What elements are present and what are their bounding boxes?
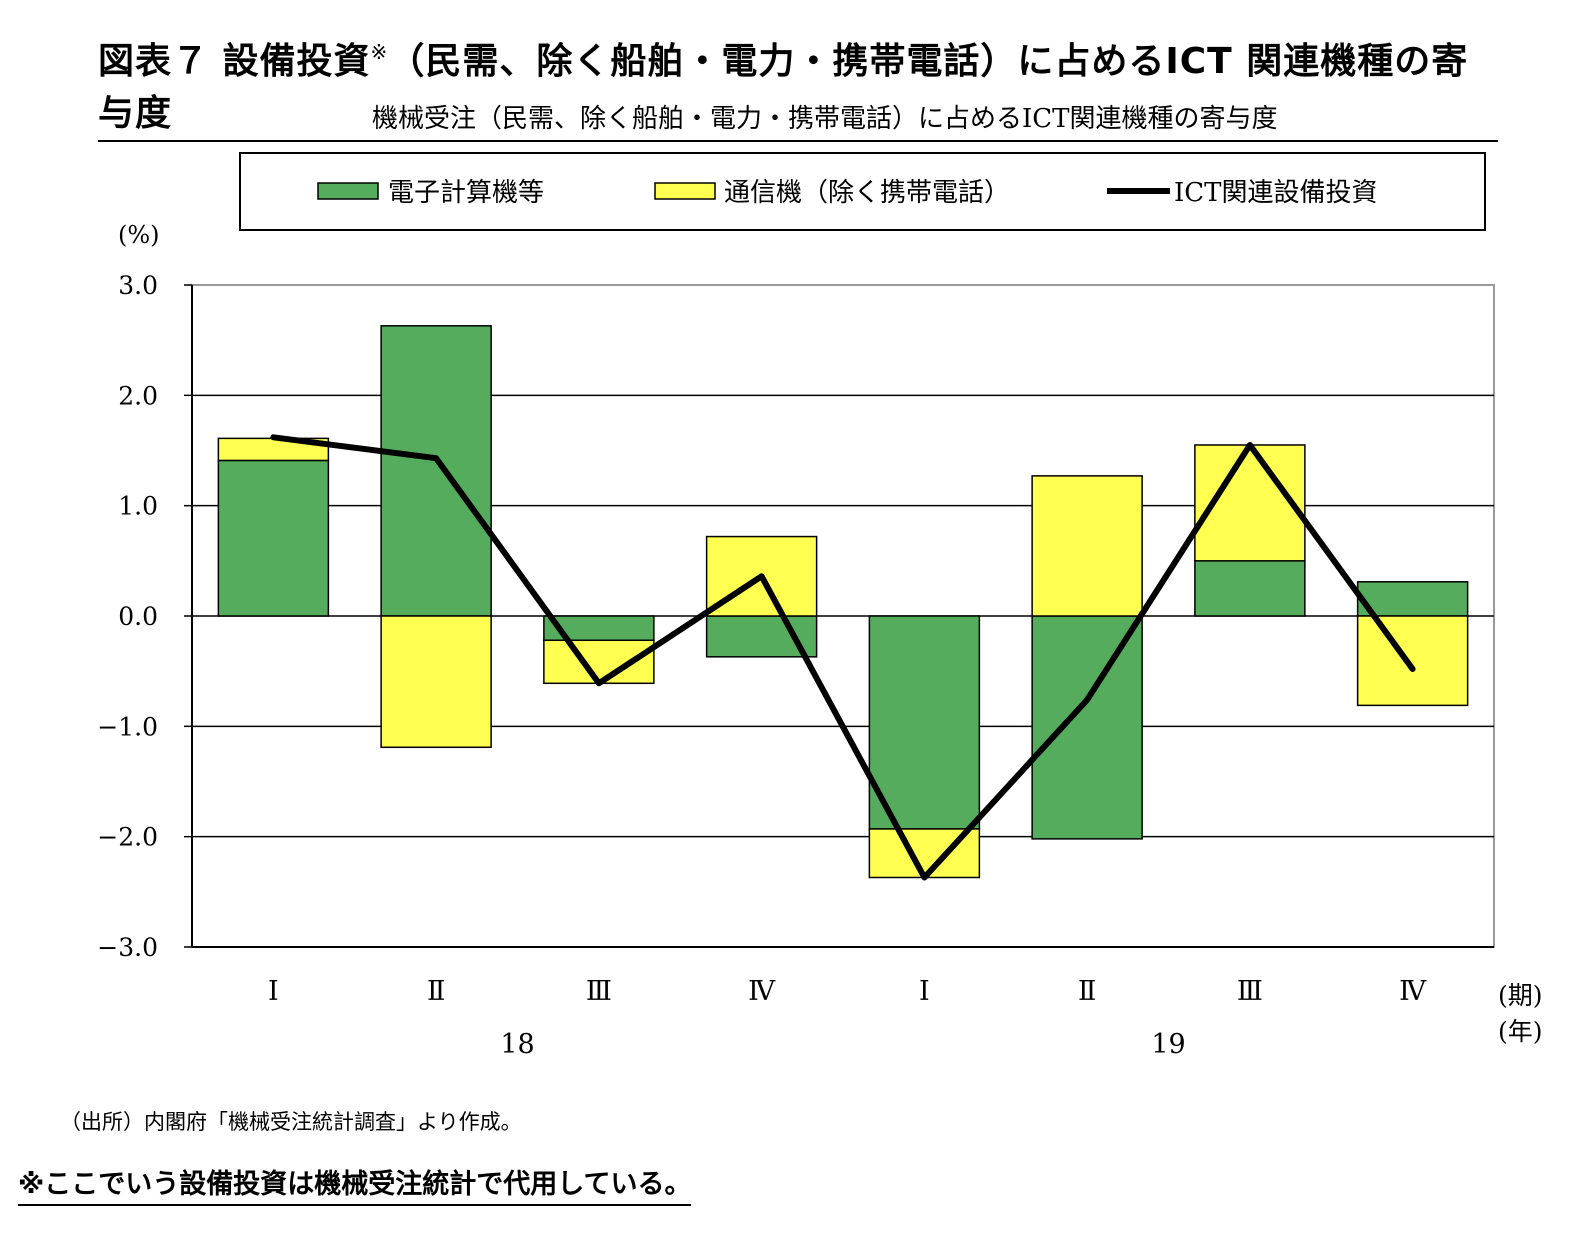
source-note: （出所）内閣府「機械受注統計調査」より作成。 xyxy=(60,1110,522,1134)
bar-telecom xyxy=(543,639,655,685)
bar-computers xyxy=(868,615,981,830)
x-tick-label: Ⅰ xyxy=(919,976,930,1007)
x-axis-period-label: (期) xyxy=(1498,981,1543,1010)
legend-box xyxy=(239,152,1486,231)
bar-telecom xyxy=(1031,475,1143,617)
bar-computers xyxy=(1356,581,1469,617)
x-tick-label: Ⅳ xyxy=(1399,976,1427,1007)
x-axis-year-label: (年) xyxy=(1498,1017,1543,1046)
x-tick-label: Ⅱ xyxy=(1078,976,1096,1007)
bar-computers xyxy=(1194,560,1306,617)
x-tick-label: Ⅱ xyxy=(427,976,445,1007)
line-ict xyxy=(270,434,1416,881)
bar-telecom xyxy=(380,615,492,749)
legend-label-telecom: 通信機（除く携帯電話） xyxy=(724,178,1010,208)
page-title: 図表７ 設備投資※（民需、除く船舶・電力・携帯電話）に占めるICT 関連機種の寄… xyxy=(98,32,1498,142)
y-tick-label: −3.0 xyxy=(97,933,158,962)
footnote: ※ここでいう設備投資は機械受注統計で代用している。 xyxy=(18,1162,692,1206)
title-wrap: 図表７ 設備投資※（民需、除く船舶・電力・携帯電話）に占めるICT 関連機種の寄… xyxy=(98,32,1498,142)
title-main: 図表７ 設備投資 xyxy=(98,41,371,82)
year-label: 18 xyxy=(500,1029,534,1060)
title-rest: （民需、除く船舶・電力・携帯電話）に占めるICT 関連機種の寄与度 xyxy=(98,41,1469,134)
legend-swatch-telecom xyxy=(654,182,716,200)
x-tick-label: Ⅲ xyxy=(1237,976,1263,1007)
y-tick-label: 2.0 xyxy=(118,381,158,410)
legend-label-ict: ICT関連設備投資 xyxy=(1174,178,1378,208)
bar-telecom xyxy=(1356,615,1469,707)
x-tick-label: Ⅳ xyxy=(748,976,776,1007)
title-mark: ※ xyxy=(370,40,389,64)
y-tick-label: 1.0 xyxy=(118,492,158,521)
legend-swatch-computers xyxy=(317,182,379,200)
legend: 電子計算機等 通信機（除く携帯電話） ICT関連設備投資 xyxy=(239,152,1486,231)
legend-label-computers: 電子計算機等 xyxy=(388,178,544,208)
y-tick-label: 0.0 xyxy=(118,602,158,631)
x-tick-label: Ⅰ xyxy=(268,976,279,1007)
year-label: 19 xyxy=(1151,1029,1185,1060)
y-tick-label: 3.0 xyxy=(118,271,158,300)
bar-computers xyxy=(217,459,330,617)
chart-subtitle: 機械受注（民需、除く船舶・電力・携帯電話）に占めるICT関連機種の寄与度 xyxy=(372,104,1278,134)
x-tick-label: Ⅲ xyxy=(586,976,612,1007)
plot-area: 3.0 2.0 1.0 0.0 −1.0 −2.0 −3.0 (%) Ⅰ Ⅱ Ⅲ Ⅳ Ⅰ Ⅱ Ⅲ Ⅳ 18 19 (… xyxy=(97,221,1542,1060)
bar-computers xyxy=(1031,615,1143,840)
y-tick-label: −1.0 xyxy=(97,712,158,741)
y-unit-label: (%) xyxy=(118,221,160,249)
y-tick-label: −2.0 xyxy=(97,823,158,852)
bar-computers xyxy=(380,325,492,617)
